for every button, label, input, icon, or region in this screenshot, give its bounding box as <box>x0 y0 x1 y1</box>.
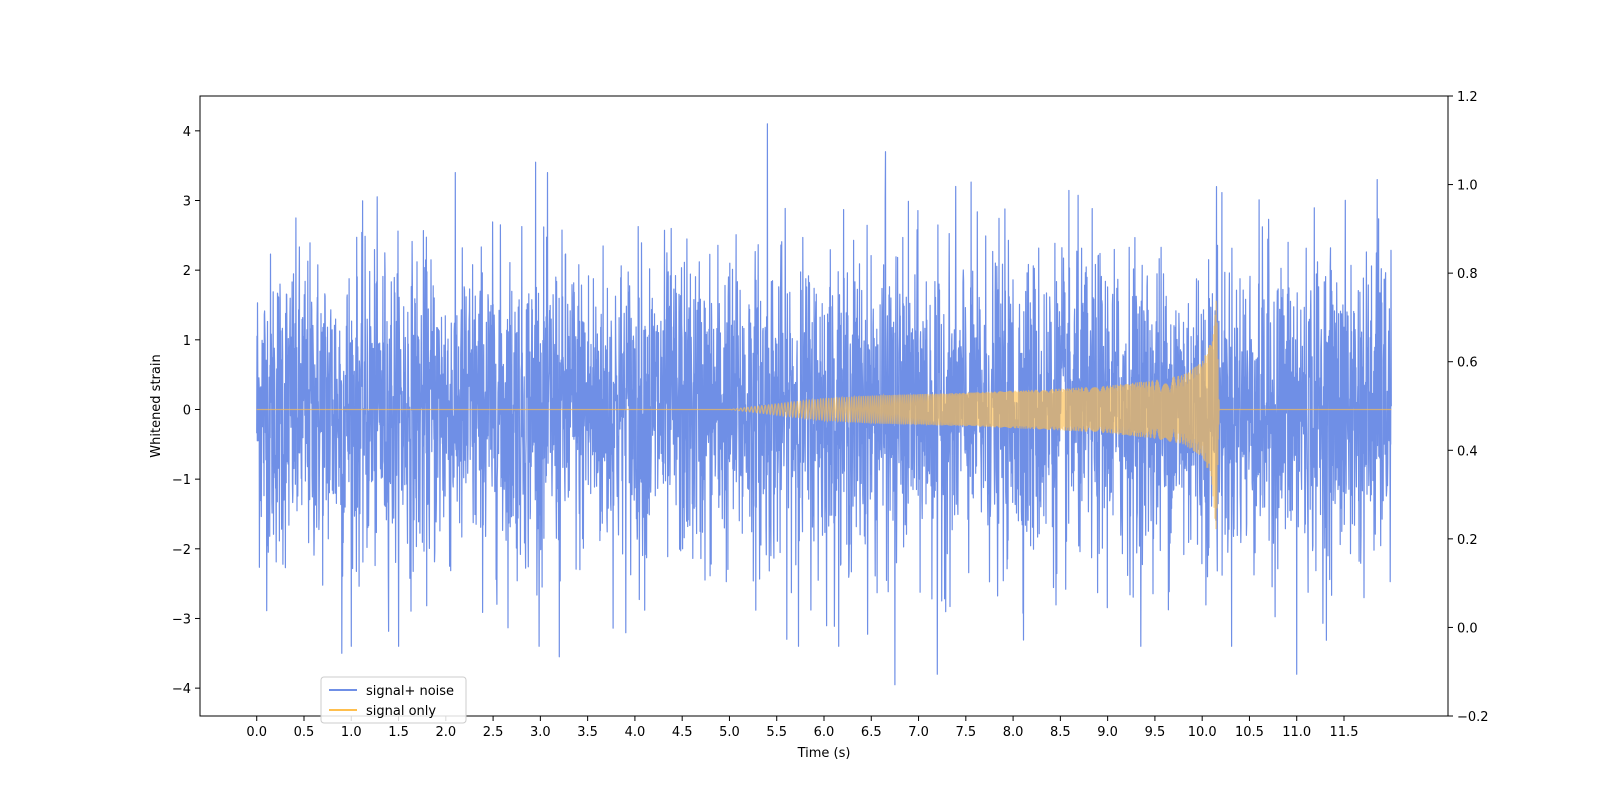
x-tick-label: 0.0 <box>246 725 267 740</box>
series-signal-only <box>256 300 1392 530</box>
y-axis-label: Whitened strain <box>149 354 164 457</box>
y-axis-left: −4 −3 −2 −1 0 1 2 3 4 <box>172 125 200 697</box>
x-tick-label: 3.0 <box>530 725 551 740</box>
line-signal-only <box>256 300 1392 530</box>
x-tick-label: 9.5 <box>1145 725 1166 740</box>
x-tick-label: 8.5 <box>1050 725 1071 740</box>
y-right-tick-label: 1.2 <box>1457 90 1478 105</box>
y-right-tick-label: 0.6 <box>1457 356 1478 371</box>
x-tick-label: 2.5 <box>483 725 504 740</box>
y-right-tick-label: 0.8 <box>1457 267 1478 282</box>
x-tick-label: 5.5 <box>766 725 787 740</box>
x-tick-label: 2.0 <box>435 725 456 740</box>
y-tick-label: 0 <box>183 403 191 418</box>
legend-label-signal-plus-noise: signal+ noise <box>366 684 454 699</box>
x-tick-label: 7.0 <box>908 725 929 740</box>
x-tick-label: 3.5 <box>577 725 598 740</box>
x-tick-label: 4.0 <box>625 725 646 740</box>
y-tick-label: −3 <box>172 612 191 627</box>
y-tick-label: 3 <box>183 194 191 209</box>
legend-label-signal-only: signal only <box>366 704 436 719</box>
x-tick-label: 1.0 <box>341 725 362 740</box>
x-tick-label: 0.5 <box>294 725 315 740</box>
x-tick-label: 11.5 <box>1330 725 1359 740</box>
x-axis: 0.0 0.5 1.0 1.5 2.0 2.5 3.0 3.5 4.0 4.5 5.0 5.5 6.0 6… <box>246 716 1358 740</box>
y-right-tick-label: 1.0 <box>1457 179 1478 194</box>
y-tick-label: −4 <box>172 682 191 697</box>
x-tick-label: 10.0 <box>1188 725 1217 740</box>
y-tick-label: −2 <box>172 543 191 558</box>
y-tick-label: 4 <box>183 125 191 140</box>
x-tick-label: 9.0 <box>1097 725 1118 740</box>
y-axis-right: −0.2 0.0 0.2 0.4 0.6 0.8 1.0 1.2 <box>1448 90 1489 725</box>
x-tick-label: 7.5 <box>955 725 976 740</box>
x-tick-label: 1.5 <box>388 725 409 740</box>
x-tick-label: 5.0 <box>719 725 740 740</box>
legend-box <box>320 676 467 724</box>
x-tick-label: 4.5 <box>672 725 693 740</box>
legend: signal+ noise signal only <box>320 676 467 724</box>
y-tick-label: −1 <box>172 473 191 488</box>
x-tick-label: 6.0 <box>814 725 835 740</box>
y-right-tick-label: 0.2 <box>1457 533 1478 548</box>
x-tick-label: 8.0 <box>1003 725 1024 740</box>
x-tick-label: 11.0 <box>1282 725 1311 740</box>
x-tick-label: 6.5 <box>861 725 882 740</box>
y-tick-label: 2 <box>183 264 191 279</box>
y-right-tick-label: 0.0 <box>1457 621 1478 636</box>
y-tick-label: 1 <box>183 334 191 349</box>
y-right-tick-label: 0.4 <box>1457 444 1478 459</box>
x-axis-label: Time (s) <box>797 746 851 761</box>
y-right-tick-label: −0.2 <box>1457 710 1489 725</box>
x-tick-label: 10.5 <box>1235 725 1264 740</box>
